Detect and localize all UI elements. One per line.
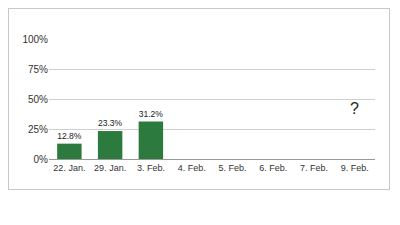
svg-text:0%: 0%	[34, 154, 49, 165]
svg-text:9. Feb.: 9. Feb.	[341, 163, 369, 173]
svg-text:100%: 100%	[22, 34, 48, 45]
svg-text:3. Feb.: 3. Feb.	[137, 163, 165, 173]
svg-text:50%: 50%	[28, 94, 48, 105]
svg-text:5. Feb.: 5. Feb.	[218, 163, 246, 173]
svg-text:29. Jan.: 29. Jan.	[94, 163, 126, 173]
svg-text:6. Feb.: 6. Feb.	[259, 163, 287, 173]
svg-text:4. Feb.: 4. Feb.	[178, 163, 206, 173]
svg-text:75%: 75%	[28, 64, 48, 75]
svg-text:12.8%: 12.8%	[57, 131, 82, 141]
svg-text:7. Feb.: 7. Feb.	[300, 163, 328, 173]
svg-text:22. Jan.: 22. Jan.	[53, 163, 85, 173]
svg-text:23.3%: 23.3%	[98, 118, 123, 128]
svg-text:31.2%: 31.2%	[139, 109, 164, 119]
svg-text:25%: 25%	[28, 124, 48, 135]
svg-text:?: ?	[350, 100, 359, 117]
